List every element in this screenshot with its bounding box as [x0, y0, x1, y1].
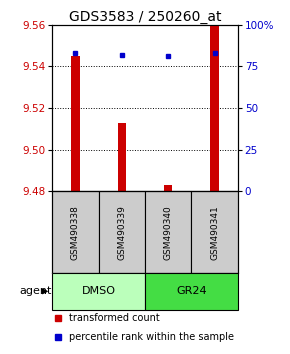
Bar — [52, 273, 145, 310]
Text: percentile rank within the sample: percentile rank within the sample — [69, 332, 234, 342]
Bar — [52, 192, 99, 273]
Bar — [71, 56, 79, 192]
Text: GSM490341: GSM490341 — [210, 205, 219, 259]
Bar — [145, 273, 238, 310]
Bar — [191, 192, 238, 273]
Text: transformed count: transformed count — [69, 313, 160, 323]
Text: GR24: GR24 — [176, 286, 207, 296]
Text: GSM490340: GSM490340 — [164, 205, 173, 259]
Bar — [99, 192, 145, 273]
Text: GSM490339: GSM490339 — [117, 205, 126, 259]
Title: GDS3583 / 250260_at: GDS3583 / 250260_at — [69, 10, 221, 24]
Bar — [145, 192, 191, 273]
Text: GSM490338: GSM490338 — [71, 205, 80, 259]
Bar — [164, 185, 172, 192]
Bar — [211, 25, 219, 192]
Text: agent: agent — [19, 286, 51, 296]
Text: DMSO: DMSO — [81, 286, 116, 296]
Bar — [118, 123, 126, 192]
